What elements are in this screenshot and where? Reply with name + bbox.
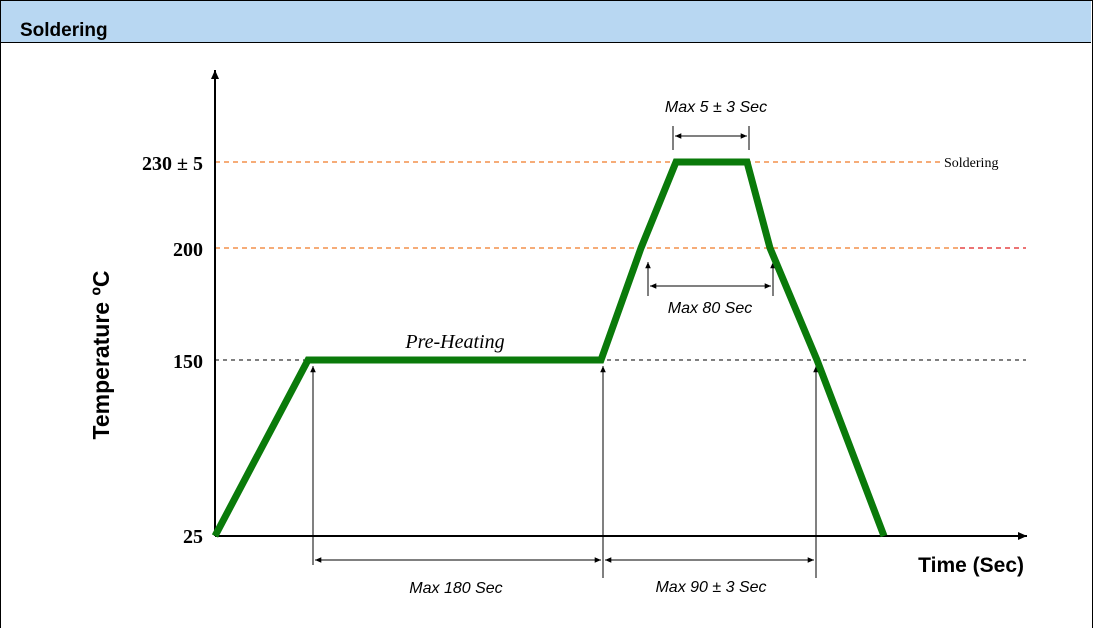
x-axis-label: Time (Sec)	[918, 554, 1024, 577]
max-90-label: Max 90 ± 3 Sec	[655, 579, 766, 596]
y-axis-label: Temperature ºC	[88, 270, 114, 439]
temperature-profile-line	[211, 158, 888, 538]
y-tick-label-150: 150	[173, 351, 203, 373]
y-tick-label-25: 25	[183, 526, 203, 548]
y-tick-label-230: 230 ± 5	[142, 153, 203, 175]
max-5-label: Max 5 ± 3 Sec	[665, 99, 767, 116]
section-header: Soldering	[1, 1, 1091, 43]
soldering-line-label: Soldering	[944, 156, 998, 171]
pre-heating-label: Pre-Heating	[404, 331, 504, 353]
section-title: Soldering	[20, 20, 108, 41]
max-180-label: Max 180 Sec	[409, 580, 502, 597]
max-80-label: Max 80 Sec	[668, 300, 752, 317]
y-tick-label-200: 200	[173, 239, 203, 261]
